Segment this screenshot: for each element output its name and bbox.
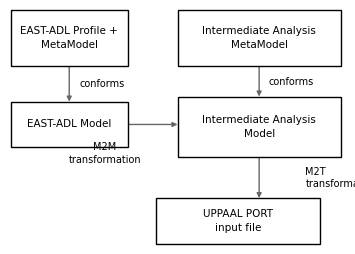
Text: EAST-ADL Profile +
MetaModel: EAST-ADL Profile + MetaModel (20, 26, 118, 50)
Text: M2M
transformation: M2M transformation (69, 142, 141, 165)
Text: conforms: conforms (80, 79, 125, 89)
Bar (11, 102, 128, 147)
Text: conforms: conforms (268, 77, 313, 87)
Bar (178, 10, 341, 66)
Bar (178, 97, 341, 157)
Text: Intermediate Analysis
Model: Intermediate Analysis Model (202, 115, 316, 139)
Text: Intermediate Analysis
MetaModel: Intermediate Analysis MetaModel (202, 26, 316, 50)
Text: UPPAAL PORT
input file: UPPAAL PORT input file (203, 209, 273, 233)
Text: EAST-ADL Model: EAST-ADL Model (27, 119, 111, 130)
Bar (11, 10, 128, 66)
Text: M2T
transformation: M2T transformation (305, 167, 355, 189)
Bar (156, 198, 320, 244)
